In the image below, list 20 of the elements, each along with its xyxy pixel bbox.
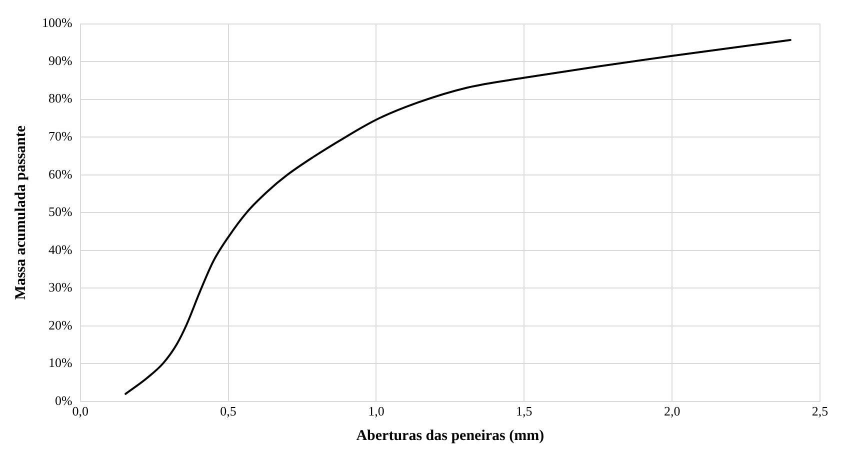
y-tick-label: 0% bbox=[54, 392, 72, 408]
y-tick-label: 100% bbox=[42, 15, 72, 30]
y-axis-title: Massa acumulada passante bbox=[12, 125, 29, 300]
line-series bbox=[124, 39, 792, 395]
x-tick-label: 2,0 bbox=[664, 404, 680, 419]
y-tick-label: 30% bbox=[48, 280, 72, 295]
x-tick-label: 0,0 bbox=[72, 404, 88, 419]
y-tick-label: 60% bbox=[48, 166, 72, 182]
y-tick-label: 70% bbox=[48, 128, 72, 144]
x-tick-label: 1,5 bbox=[516, 404, 532, 419]
x-tick-label: 0,5 bbox=[220, 404, 236, 419]
y-tick-label: 20% bbox=[48, 317, 72, 332]
y-tick-label: 10% bbox=[48, 355, 72, 370]
y-tick-label: 50% bbox=[48, 204, 72, 220]
x-tick-label: 1,0 bbox=[368, 404, 384, 419]
y-tick-label: 80% bbox=[48, 90, 72, 106]
y-tick-label: 90% bbox=[48, 52, 72, 68]
x-axis-title: Aberturas das peneiras (mm) bbox=[356, 428, 544, 444]
y-tick-label: 40% bbox=[48, 242, 72, 257]
x-tick-label: 2,5 bbox=[812, 404, 828, 419]
